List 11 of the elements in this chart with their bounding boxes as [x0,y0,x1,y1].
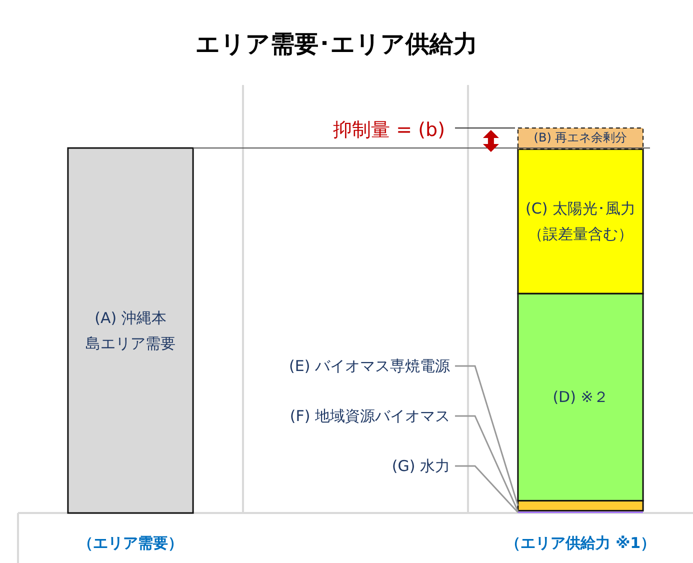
text: (F) 地域資源バイオマス [290,407,450,425]
series-label: (D) ※２ [552,388,608,406]
series-label: (C) 太陽光･風力（誤差量含む） [526,200,636,244]
series-label: (B) 再エネ余剰分 [534,130,628,145]
x-tick-label: （エリア供給力 ※1） [505,534,656,552]
chart-title: エリア需要･エリア供給力 [196,30,478,58]
text: (G) 水力 [392,457,450,475]
annotation: 抑制量 = (b) [333,119,445,141]
text: (E) バイオマス専焼電源 [289,357,450,375]
x-tick-label: （エリア需要） [78,534,183,552]
series-label: (A) 沖縄本島エリア需要 [86,308,176,352]
